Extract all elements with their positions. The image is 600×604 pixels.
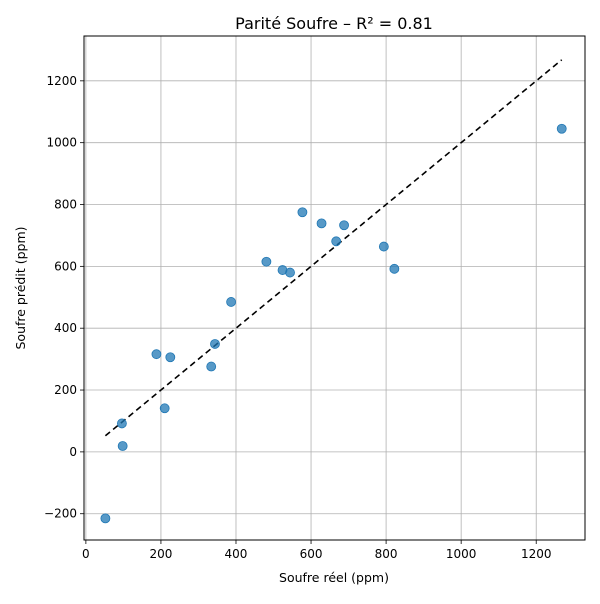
y-tick-label: 600 <box>54 259 77 273</box>
data-point <box>556 123 567 134</box>
x-tick-label: 200 <box>149 547 172 561</box>
y-tick-label: 1200 <box>46 74 77 88</box>
y-tick-label: −200 <box>44 507 77 521</box>
data-point <box>331 236 342 247</box>
data-point <box>339 220 349 231</box>
parity-line <box>104 59 563 437</box>
data-point <box>117 441 128 451</box>
x-axis-label: Soufre réel (ppm) <box>279 570 389 585</box>
points-layer <box>100 123 567 524</box>
data-point <box>389 263 400 274</box>
x-tick-label: 800 <box>375 547 398 561</box>
y-tick-label: 800 <box>54 198 77 212</box>
grid-layer <box>84 36 585 540</box>
y-tick-label: 400 <box>54 321 77 335</box>
data-point <box>159 403 170 414</box>
x-tick-label: 0 <box>82 547 90 561</box>
data-point <box>100 513 111 524</box>
data-point <box>165 352 176 363</box>
chart-title: Parité Soufre – R² = 0.81 <box>235 14 433 33</box>
x-tick-label: 1000 <box>446 547 477 561</box>
y-tick-label: 200 <box>54 383 77 397</box>
y-tick-label: 1000 <box>46 136 77 150</box>
y-tick-label: 0 <box>69 445 77 459</box>
data-point <box>261 256 272 267</box>
data-point <box>378 241 389 252</box>
x-tick-label: 400 <box>225 547 248 561</box>
x-tick-label: 1200 <box>521 547 552 561</box>
parity-line-layer <box>104 59 563 437</box>
plot-frame <box>83 35 586 541</box>
data-point <box>117 418 127 429</box>
data-point <box>285 267 295 278</box>
ticks-layer: 0 200 400 600 800 1000 1200 −200 0 200 400 600 800 10… <box>44 74 551 561</box>
data-point <box>316 218 327 229</box>
x-tick-label: 600 <box>300 547 323 561</box>
data-point <box>206 361 217 372</box>
data-point <box>151 349 162 360</box>
data-point <box>210 339 220 349</box>
data-point <box>297 207 308 218</box>
y-axis-label: Soufre prédit (ppm) <box>13 226 28 349</box>
data-point <box>226 297 237 307</box>
